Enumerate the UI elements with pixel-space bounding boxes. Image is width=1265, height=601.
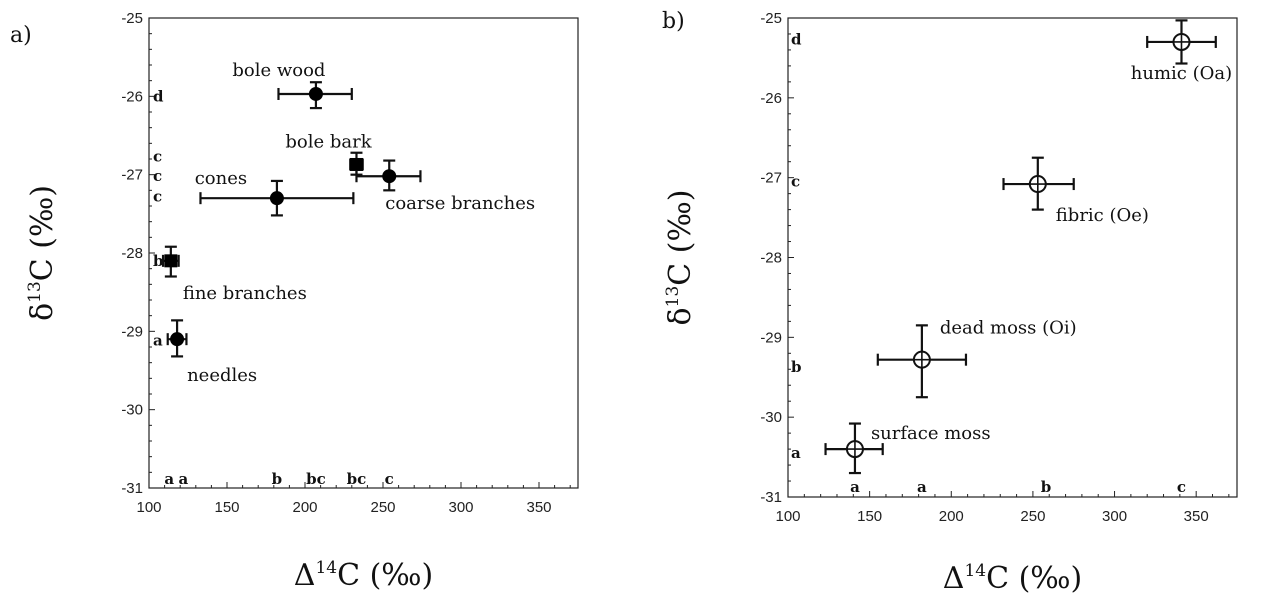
x-significance-letter: a: [164, 470, 174, 488]
y-axis-title: δ13C (‰): [663, 190, 698, 326]
y-tick-label: -29: [121, 323, 143, 340]
filled-circle-marker: [382, 169, 396, 183]
y-significance-letter: a: [791, 444, 801, 462]
x-significance-letter: a: [178, 470, 188, 488]
x-axis-title-main: Δ: [294, 558, 316, 593]
data-point: fine branches: [163, 247, 307, 304]
x-tick-label: 250: [1020, 508, 1045, 525]
y-significance-letter: d: [791, 31, 802, 49]
point-label: surface moss: [871, 423, 991, 444]
y-significance-letter: c: [153, 188, 162, 206]
point-label: bole wood: [232, 60, 325, 81]
x-tick-label: 150: [214, 499, 239, 516]
x-axis-title: Δ14C (‰): [294, 558, 433, 593]
x-axis-title-rest: C (‰): [337, 558, 433, 593]
point-label: coarse branches: [385, 193, 535, 214]
y-significance-letter: b: [791, 358, 802, 376]
x-significance-letter: a: [850, 478, 860, 496]
filled-circle-marker: [270, 191, 284, 205]
data-point: fibric (Oe): [1004, 158, 1149, 226]
x-significance-letter: c: [1177, 478, 1186, 496]
filled-square-marker: [164, 254, 177, 267]
y-tick-label: -29: [760, 329, 782, 346]
panel-label: b): [662, 9, 685, 34]
point-label: dead moss (Oi): [940, 318, 1077, 339]
data-point: dead moss (Oi): [878, 318, 1077, 398]
y-significance-letter: b: [153, 252, 164, 270]
x-axis-title-rest: C (‰): [986, 561, 1082, 596]
x-significance-letter: c: [385, 470, 394, 488]
data-point: humic (Oa): [1131, 20, 1232, 84]
data-point: bole wood: [232, 60, 351, 108]
plot-frame: [149, 18, 578, 488]
panel-b: b) -31 -30 -29 -28 -27 -26 -25 100 150 200 250 300 35…: [662, 9, 1237, 596]
y-axis-title-main: δ: [663, 307, 698, 325]
x-significance-letter: b: [1041, 478, 1052, 496]
y-tick-label: -27: [760, 170, 782, 187]
y-tick-label: -31: [121, 480, 143, 497]
panel-a: a) -31 -30 -29 -28 -27 -26 -25 100 150 200 250 300 35…: [10, 10, 578, 593]
x-tick-label: 350: [526, 499, 551, 516]
x-axis-title-main: Δ: [943, 561, 965, 596]
x-significance-letter: bc: [347, 470, 367, 488]
point-label: needles: [187, 365, 257, 386]
y-tick-label: -30: [121, 402, 143, 419]
data-point: cones: [195, 168, 354, 215]
y-axis-title-rest: C (‰): [25, 185, 60, 281]
y-tick-label: -27: [121, 167, 143, 184]
x-axis-title: Δ14C (‰): [943, 561, 1082, 596]
x-significance-letter: a: [917, 478, 927, 496]
x-axis-title-sup: 14: [964, 561, 986, 581]
data-point: surface moss: [826, 423, 991, 473]
point-label: fibric (Oe): [1056, 205, 1149, 226]
filled-square-marker: [350, 158, 363, 171]
data-point: bole bark: [285, 131, 372, 174]
y-axis-title-sup: 13: [25, 281, 45, 303]
y-significance-letter: c: [153, 167, 162, 185]
y-axis-title-sup: 13: [663, 286, 683, 308]
x-tick-label: 200: [292, 499, 317, 516]
y-axis-title-rest: C (‰): [663, 190, 698, 286]
x-tick-label: 300: [1102, 508, 1127, 525]
x-tick-label: 100: [136, 499, 161, 516]
y-significance-letter: c: [791, 173, 800, 191]
y-tick-label: -28: [760, 250, 782, 267]
point-label: humic (Oa): [1131, 63, 1232, 84]
y-axis-title-main: δ: [25, 303, 60, 321]
x-tick-label: 300: [448, 499, 473, 516]
panel-label: a): [10, 23, 32, 48]
y-tick-label: -25: [121, 10, 143, 27]
filled-circle-marker: [170, 332, 184, 346]
y-tick-label: -26: [760, 90, 782, 107]
point-label: cones: [195, 168, 247, 189]
filled-circle-marker: [309, 87, 323, 101]
y-axis-title: δ13C (‰): [25, 185, 60, 321]
y-significance-letter: a: [153, 332, 163, 350]
point-label: bole bark: [285, 131, 372, 152]
x-significance-letter: b: [272, 470, 283, 488]
y-tick-label: -25: [760, 10, 782, 27]
y-tick-label: -30: [760, 409, 782, 426]
x-significance-letter: bc: [306, 470, 326, 488]
x-tick-label: 150: [857, 508, 882, 525]
y-significance-letter: d: [153, 87, 164, 105]
point-label: fine branches: [183, 283, 307, 304]
x-tick-label: 350: [1184, 508, 1209, 525]
y-significance-letter: c: [153, 148, 162, 166]
x-tick-label: 100: [775, 508, 800, 525]
y-tick-label: -28: [121, 245, 143, 262]
y-tick-label: -31: [760, 489, 782, 506]
y-tick-label: -26: [121, 88, 143, 105]
x-axis-title-sup: 14: [315, 558, 337, 578]
data-point: needles: [168, 320, 257, 386]
x-tick-label: 200: [939, 508, 964, 525]
x-tick-label: 250: [370, 499, 395, 516]
data-point: coarse branches: [356, 161, 535, 215]
